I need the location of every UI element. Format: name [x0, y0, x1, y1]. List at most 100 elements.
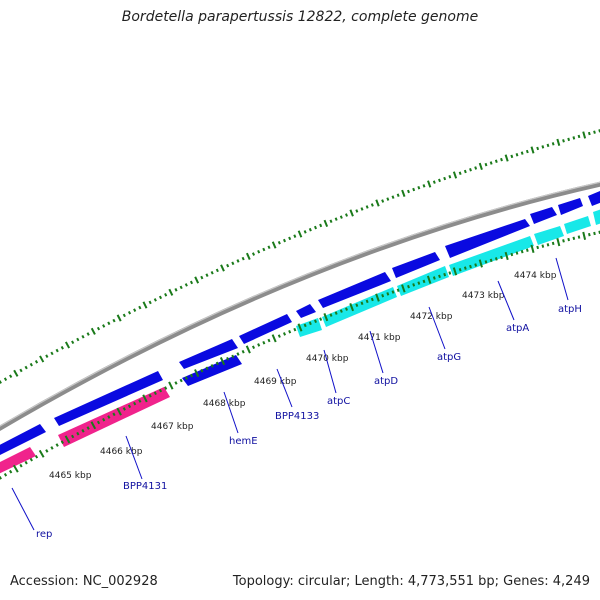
scale-tick: [96, 326, 101, 331]
scale-tick: [24, 365, 28, 370]
scale-tick: [530, 146, 535, 154]
scale-tick: [102, 324, 106, 328]
scale-tick: [148, 393, 152, 398]
scale-tick: [582, 131, 587, 139]
cds-genes[interactable]: [0, 208, 600, 478]
gene-label[interactable]: BPP4133: [275, 411, 319, 422]
scale-tick: [355, 209, 359, 213]
gene-label[interactable]: hemE: [229, 436, 258, 447]
gene-label[interactable]: rep: [36, 529, 52, 540]
gene-arrow[interactable]: [296, 304, 316, 318]
scale-tick: [86, 426, 90, 430]
scale-tick: [520, 249, 524, 254]
scale-tick: [401, 189, 406, 197]
scale-tick: [81, 429, 85, 433]
scale-tick: [138, 399, 142, 403]
gene-arrow[interactable]: [392, 252, 440, 278]
gene-arrow[interactable]: [318, 272, 391, 308]
scale-tick: [489, 161, 493, 165]
scale-tick: [262, 247, 266, 252]
scale-tick: [323, 219, 329, 227]
map-title: Bordetella parapertussis 12822, complete…: [121, 9, 479, 25]
gene-arrow[interactable]: [182, 355, 242, 386]
gene-label[interactable]: atpC: [327, 396, 350, 407]
scale-tick: [510, 252, 514, 257]
gene-arrow[interactable]: [179, 339, 238, 369]
scale-tick: [484, 162, 488, 167]
scale-tick: [412, 187, 416, 192]
scale-tick: [116, 314, 122, 322]
cds-cyan[interactable]: [534, 226, 564, 245]
gene-label[interactable]: atpA: [506, 323, 529, 334]
scale-tick: [38, 449, 45, 458]
scale-tick: [370, 203, 374, 207]
cds-pink[interactable]: [58, 387, 170, 447]
scale-tick: [562, 139, 565, 143]
scale-tick: [34, 360, 39, 364]
scale-tick: [90, 327, 96, 335]
scale-tick: [345, 307, 348, 311]
scale-tick: [127, 404, 132, 409]
gene-arrow[interactable]: [54, 371, 163, 426]
scale-tick: [205, 273, 209, 277]
scale-tick: [262, 340, 266, 345]
gene-arrow[interactable]: [558, 198, 583, 215]
scale-tick: [251, 345, 256, 349]
scale-tick: [308, 321, 312, 326]
scale-tick: [64, 435, 71, 444]
scale-tick: [448, 175, 452, 179]
scale-tick: [64, 341, 71, 349]
gene-label[interactable]: atpG: [437, 352, 461, 363]
gene-label[interactable]: BPP4131: [123, 481, 167, 492]
gene-arrow[interactable]: [588, 189, 600, 206]
scale-tick: [391, 290, 395, 294]
scale-label: 4465 kbp: [49, 471, 92, 481]
gene-labels[interactable]: rep BPP4131 hemE BPP4133 atpC atpD atpG …: [36, 304, 582, 540]
scale-tick: [463, 169, 467, 174]
cds-cyan[interactable]: [593, 208, 600, 225]
cds-pink[interactable]: [0, 447, 36, 478]
scale-tick: [541, 244, 545, 248]
gene-arrow[interactable]: [239, 314, 292, 344]
gene-arrow[interactable]: [0, 424, 46, 460]
scale-tick: [81, 334, 85, 339]
scale-tick: [510, 154, 514, 159]
scale-tick: [572, 136, 576, 140]
scale-tick: [277, 241, 281, 245]
scale-tick: [525, 149, 529, 154]
gene-label[interactable]: atpD: [374, 376, 398, 387]
scale-tick: [245, 252, 251, 260]
cds-cyan[interactable]: [564, 216, 591, 234]
scale-tick: [567, 237, 570, 242]
scale-tick: [142, 301, 148, 309]
scale-tick: [241, 349, 245, 354]
scale-label: 4473 kbp: [462, 291, 505, 301]
scale-tick: [293, 327, 297, 332]
gene-arrow[interactable]: [530, 207, 557, 224]
label-line: [323, 349, 337, 394]
scale-tick: [3, 472, 8, 477]
scale-tick: [251, 252, 256, 256]
inner-scale-track: [0, 230, 600, 480]
scale-tick: [245, 345, 251, 354]
scale-tick: [288, 329, 292, 334]
scale-tick: [319, 223, 323, 228]
scale-tick: [219, 357, 226, 366]
scale-tick: [127, 310, 132, 315]
accession-text: Accession: NC_002928: [10, 574, 158, 589]
scale-tick: [386, 292, 390, 296]
scale-tick: [530, 244, 535, 253]
forward-genes[interactable]: [0, 189, 600, 460]
scale-tick: [329, 313, 333, 317]
scale-tick: [474, 263, 478, 267]
scale-tick: [71, 434, 75, 439]
scale-tick: [271, 241, 277, 249]
scale-tick: [86, 332, 90, 336]
gene-arrow[interactable]: [445, 219, 530, 258]
gene-label[interactable]: atpH: [558, 304, 582, 315]
scale-tick: [349, 209, 354, 217]
scale-tick: [469, 168, 472, 172]
scale-tick: [489, 258, 493, 263]
scale-tick: [504, 251, 509, 261]
